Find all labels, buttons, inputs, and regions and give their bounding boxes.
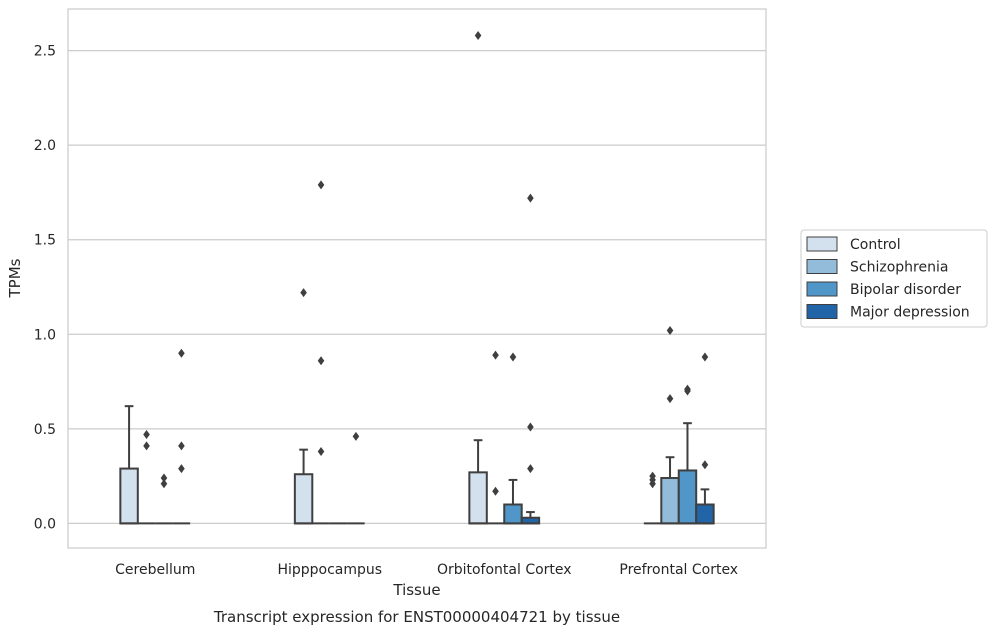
box-body: [660, 477, 680, 525]
outlier-point: [509, 352, 517, 362]
y-tick-label: 0.5: [34, 422, 56, 438]
x-axis-label: Tissue: [392, 581, 440, 599]
outlier-point: [684, 384, 691, 394]
box-control: [293, 448, 314, 525]
outlier-point: [474, 30, 482, 40]
outlier-point: [317, 447, 325, 457]
outlier-point: [492, 350, 499, 360]
legend-label: Bipolar disorder: [850, 282, 961, 298]
outlier-point: [300, 288, 307, 298]
box-major-depression: [695, 488, 715, 525]
legend-label: Major depression: [850, 305, 970, 321]
box-bipolar-disorder: [677, 422, 698, 525]
outlier-point: [143, 430, 150, 440]
outlier-point: [701, 352, 709, 362]
outlier-point: [666, 394, 674, 404]
box-body: [293, 473, 314, 525]
x-tick-label: Orbitofontal Cortex: [437, 562, 572, 578]
box-body: [677, 469, 698, 525]
box-marks: [119, 405, 715, 525]
legend-swatch: [806, 236, 838, 252]
outlier-point: [649, 471, 656, 481]
box-bipolar-disorder: [503, 478, 523, 525]
outlier-point: [178, 441, 185, 451]
legend-swatch: [806, 281, 838, 297]
x-tick-labels: Cerebellum Hipppocampus Orbitofontal Corte…: [115, 562, 738, 578]
outlier-point: [352, 431, 360, 441]
legend-frame: [800, 229, 988, 328]
box-body: [468, 471, 488, 525]
legend-swatch: [806, 259, 838, 274]
box-body: [695, 503, 715, 525]
box-control: [119, 405, 139, 525]
legend-label: Control: [850, 237, 901, 253]
outlier-marks: [143, 30, 709, 496]
y-tick-label: 1.5: [34, 233, 56, 249]
outlier-point: [666, 326, 674, 336]
outlier-point: [160, 473, 168, 483]
outlier-point: [143, 441, 150, 451]
outlier-point: [527, 193, 534, 203]
outlier-point: [527, 464, 534, 474]
y-tick-label: 1.0: [34, 327, 56, 343]
legend: Control Schizophrenia Bipolar disorder Majo…: [800, 229, 988, 328]
x-tick-label: Hipppocampus: [277, 562, 382, 578]
box-control: [468, 439, 488, 525]
outlier-point: [701, 460, 709, 470]
chart-caption: Transcript expression for ENST0000040472…: [213, 608, 620, 626]
y-tick-label: 2.5: [34, 44, 56, 60]
outlier-point: [178, 464, 185, 474]
outlier-point: [317, 180, 325, 190]
y-tick-labels: 0.0 0.5 1.0 1.5 2.0 2.5: [34, 44, 56, 533]
outlier-point: [492, 486, 499, 496]
y-tick-label: 0.0: [34, 516, 56, 532]
box-body: [503, 503, 523, 525]
y-axis-label: TPMs: [6, 258, 24, 298]
outlier-point: [160, 479, 168, 489]
outlier-point: [527, 422, 534, 432]
box-major-depression: [520, 511, 541, 525]
outlier-point: [317, 356, 325, 366]
box-body: [119, 467, 139, 525]
legend-label: Schizophrenia: [850, 260, 948, 276]
y-tick-label: 2.0: [34, 138, 56, 154]
x-tick-label: Cerebellum: [115, 562, 195, 578]
outlier-point: [178, 348, 185, 358]
x-tick-label: Prefrontal Cortex: [619, 562, 738, 578]
plot-area: [67, 8, 767, 549]
legend-swatch: [806, 304, 838, 319]
